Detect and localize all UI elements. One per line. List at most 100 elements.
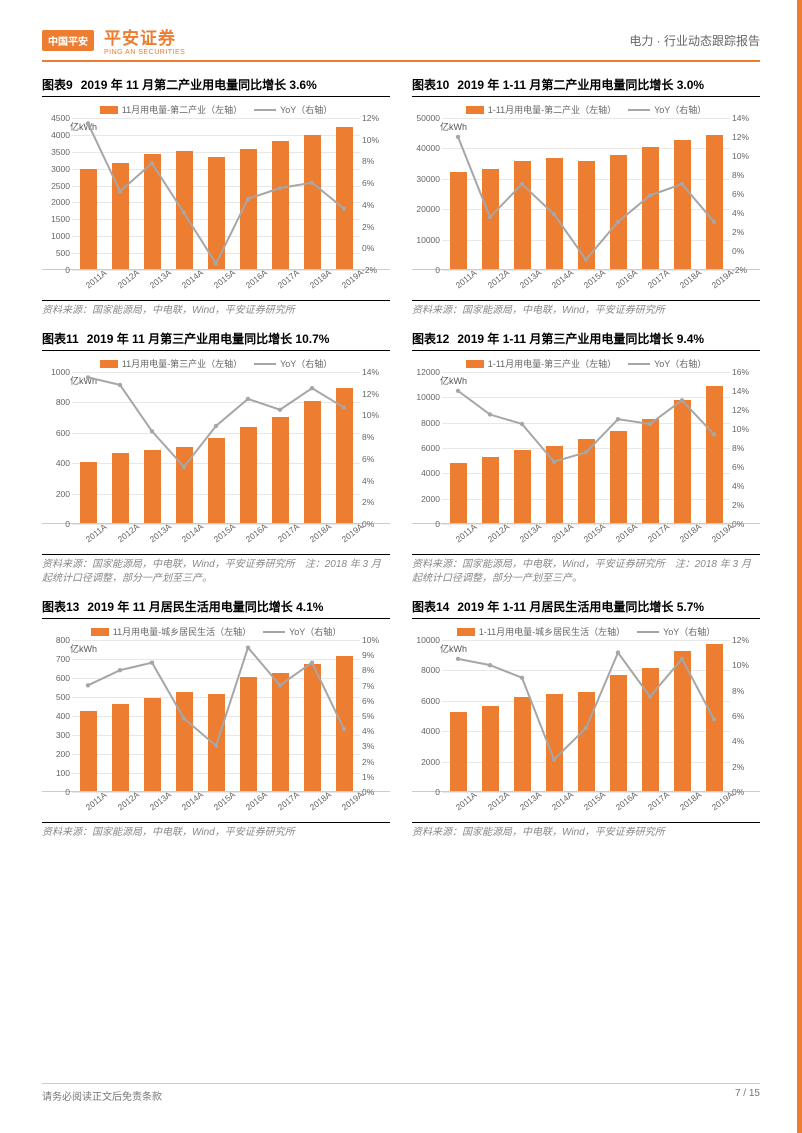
bar (642, 147, 659, 269)
side-stripe (797, 0, 802, 1133)
ytick-right: 12% (362, 113, 379, 123)
bar (208, 157, 225, 269)
chart-source: 资料来源：国家能源局，中电联，Wind，平安证券研究所 (42, 300, 390, 318)
bar (514, 450, 531, 523)
gridline (72, 524, 360, 525)
ytick-left: 200 (56, 489, 70, 499)
ytick-right: 3% (362, 741, 374, 751)
xtick: 2018A (677, 526, 697, 544)
xtick: 2013A (517, 272, 537, 290)
ytick-right: 12% (732, 132, 749, 142)
bar (176, 151, 193, 269)
xtick: 2015A (581, 526, 601, 544)
bar (674, 400, 691, 523)
ytick-left: 40000 (416, 143, 440, 153)
chart-num: 图表9 (42, 78, 73, 92)
xtick: 2019A (339, 526, 359, 544)
bar (208, 694, 225, 791)
xtick: 2016A (243, 272, 263, 290)
chart-title-row: 图表92019 年 11 月第二产业用电量同比增长 3.6% (42, 76, 390, 97)
xtick: 2013A (517, 794, 537, 812)
xtick: 2018A (677, 272, 697, 290)
xtick: 2017A (275, 272, 295, 290)
chart-plot: 020040060080010000%2%4%6%8%10%12%14%亿kWh (42, 372, 390, 524)
legend-bar: 1-11月用电量-第二产业（左轴） (466, 103, 616, 116)
xtick: 2016A (613, 272, 633, 290)
xtick: 2011A (453, 272, 473, 290)
bar (578, 439, 595, 523)
ytick-right: 6% (362, 696, 374, 706)
ytick-right: 8% (732, 686, 744, 696)
xtick: 2015A (581, 272, 601, 290)
xtick: 2019A (709, 526, 729, 544)
legend-bar: 11月用电量-第二产业（左轴） (100, 103, 242, 116)
legend-line: YoY（右轴） (637, 625, 715, 638)
chart-num: 图表13 (42, 600, 79, 614)
ytick-left: 3500 (51, 147, 70, 157)
ytick-left: 700 (56, 654, 70, 664)
xtick: 2013A (147, 272, 167, 290)
chart-title-row: 图表122019 年 1-11 月第三产业用电量同比增长 9.4% (412, 330, 760, 351)
ytick-left: 600 (56, 428, 70, 438)
gridline (442, 270, 730, 271)
chart-legend: 1-11月用电量-第三产业（左轴）YoY（右轴） (412, 357, 760, 370)
xtick: 2012A (485, 526, 505, 544)
xtick: 2013A (147, 526, 167, 544)
gridline (72, 270, 360, 271)
ytick-left: 100 (56, 768, 70, 778)
chart-legend: 11月用电量-第三产业（左轴）YoY（右轴） (42, 357, 390, 370)
bar (706, 386, 723, 523)
bar (304, 401, 321, 523)
ytick-right: 4% (362, 200, 374, 210)
ytick-left: 6000 (421, 443, 440, 453)
chart-plot: 01000020000300004000050000-2%0%2%4%6%8%1… (412, 118, 760, 270)
bar (546, 158, 563, 269)
x-axis: 2011A2012A2013A2014A2015A2016A2017A2018A… (442, 272, 730, 282)
bar (240, 149, 257, 269)
xtick: 2012A (115, 794, 135, 812)
bar (578, 692, 595, 791)
chart-source: 资料来源：国家能源局，中电联，Wind，平安证券研究所 (412, 300, 760, 318)
ytick-right: 8% (732, 443, 744, 453)
ytick-left: 800 (56, 397, 70, 407)
ytick-right: 14% (732, 113, 749, 123)
legend-bar: 11月用电量-第三产业（左轴） (100, 357, 242, 370)
ytick-left: 10000 (416, 392, 440, 402)
ytick-left: 1000 (51, 367, 70, 377)
ytick-right: 10% (732, 660, 749, 670)
chart-source: 资料来源：国家能源局，中电联，Wind，平安证券研究所 注：2018 年 3 月… (42, 554, 390, 586)
ytick-right: 10% (362, 635, 379, 645)
ytick-left: 2000 (421, 494, 440, 504)
y-axis-left: 01000020000300004000050000 (412, 118, 442, 269)
bar (482, 169, 499, 269)
xtick: 2014A (179, 272, 199, 290)
ytick-right: 6% (732, 189, 744, 199)
xtick: 2014A (549, 526, 569, 544)
xtick: 2012A (485, 794, 505, 812)
xtick: 2013A (517, 526, 537, 544)
chart-legend: 11月用电量-城乡居民生活（左轴）YoY（右轴） (42, 625, 390, 638)
ytick-right: 10% (362, 135, 379, 145)
y-axis-left: 0100200300400500600700800 (42, 640, 72, 791)
ytick-right: 0% (362, 243, 374, 253)
bar (450, 463, 467, 523)
ytick-right: 12% (362, 389, 379, 399)
swatch-bar-icon (100, 360, 118, 368)
swatch-line-icon (628, 109, 650, 111)
bars-container (442, 640, 730, 791)
xtick: 2015A (581, 794, 601, 812)
xtick: 2014A (179, 794, 199, 812)
ytick-left: 3000 (51, 164, 70, 174)
xtick: 2015A (211, 794, 231, 812)
bar (514, 697, 531, 791)
header-right: 电力 · 行业动态跟踪报告 (629, 32, 760, 49)
xtick: 2014A (549, 794, 569, 812)
ytick-left: 8000 (421, 665, 440, 675)
xtick: 2019A (709, 272, 729, 290)
xtick: 2016A (613, 526, 633, 544)
ytick-right: 8% (362, 432, 374, 442)
ytick-left: 4000 (421, 726, 440, 736)
xtick: 2019A (709, 794, 729, 812)
bar (112, 704, 129, 791)
ytick-right: 1% (362, 772, 374, 782)
